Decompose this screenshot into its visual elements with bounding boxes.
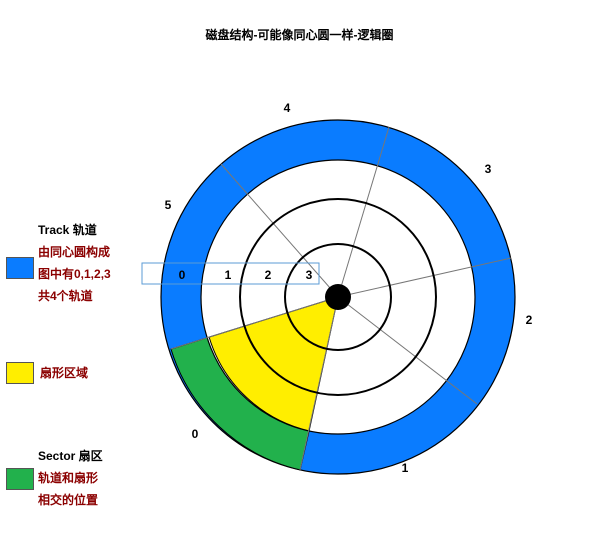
sector-label-2: 2 [526, 313, 533, 327]
legend-sector-head: 扇形区域 [40, 366, 89, 380]
legend-track-line-3: 共4个轨道 [38, 289, 93, 303]
sector-divider [337, 296, 478, 405]
diagram-title: 磁盘结构-可能像同心圆一样-逻辑圈 [205, 28, 394, 42]
track-rings [239, 198, 437, 396]
legend-track-swatch [6, 257, 34, 279]
track-ring-1 [239, 198, 437, 396]
legend-intersection-swatch [6, 468, 34, 490]
sector-divider [337, 126, 390, 298]
track-label-2: 2 [265, 268, 272, 282]
legend-intersection-head: Sector 扇区 [38, 449, 103, 463]
track-label-3: 3 [306, 268, 313, 282]
legend-track-text: Track 轨道 由同心圆构成 图中有0,1,2,3 共4个轨道 [38, 219, 111, 307]
sector-label-0: 0 [192, 427, 199, 441]
sector-label-1: 1 [402, 461, 409, 475]
legend-track-line-1: 由同心圆构成 [38, 245, 111, 259]
sector-area [208, 296, 339, 432]
track-label-0: 0 [179, 268, 186, 282]
legend-intersection-text: Sector 扇区 轨道和扇形 相交的位置 [38, 445, 103, 511]
legend-track-head: Track 轨道 [38, 223, 97, 237]
spindle-center [325, 284, 351, 310]
legend-sector-text: 扇形区域 [40, 362, 88, 384]
sector-divider [170, 296, 339, 350]
sector-divider [299, 296, 339, 471]
sector-label-3: 3 [485, 162, 492, 176]
track-label-highlight-box [141, 262, 320, 285]
legend-track-line-2: 图中有0,1,2,3 [38, 267, 111, 281]
sector-label-4: 4 [284, 101, 291, 115]
legend-sector-swatch [6, 362, 34, 384]
sector-dividers [170, 126, 512, 471]
sector-label-5: 5 [165, 198, 172, 212]
sector-divider [337, 257, 512, 298]
track-ring-2 [284, 243, 392, 351]
legend-intersection-line-2: 相交的位置 [38, 493, 99, 507]
legend-intersection-line-1: 轨道和扇形 [38, 471, 99, 485]
track-label-1: 1 [225, 268, 232, 282]
